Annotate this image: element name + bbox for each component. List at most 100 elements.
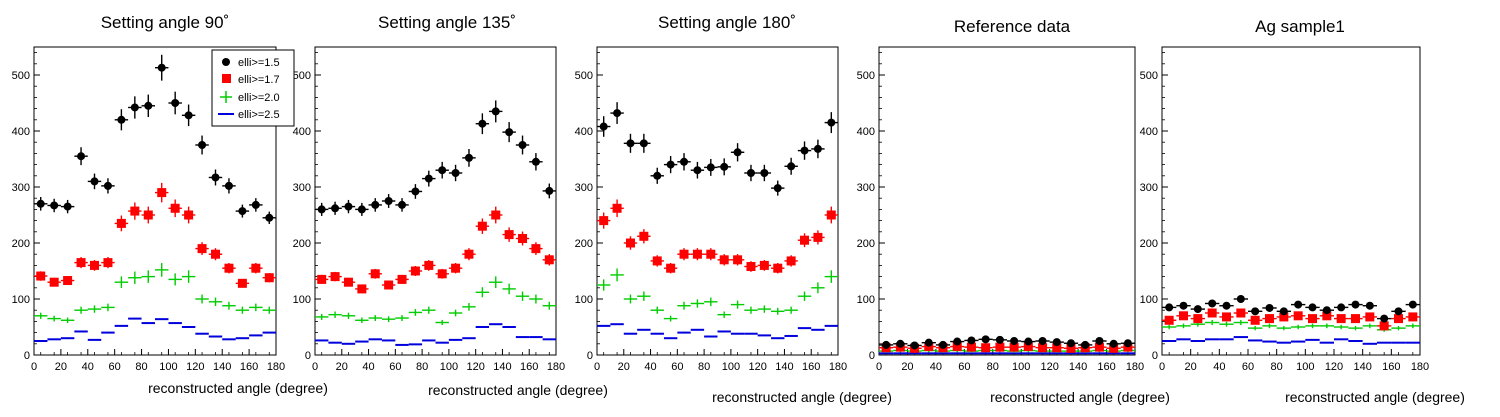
data-point: [1262, 303, 1277, 312]
marker-square: [666, 263, 676, 273]
data-point: [381, 280, 396, 290]
data-point: [1176, 301, 1191, 310]
data-point: [34, 271, 48, 281]
data-point: [610, 102, 624, 124]
data-point: [395, 198, 409, 212]
marker-circle: [371, 200, 380, 209]
x-tick-label: 120: [1325, 361, 1343, 373]
plot-frame: [33, 46, 277, 356]
x-tick-label: 0: [876, 361, 882, 373]
x-tick-label: 160: [802, 361, 820, 373]
data-point: [623, 294, 638, 304]
x-axis-label: reconstructed angle (degree): [428, 382, 608, 398]
data-point: [34, 196, 48, 211]
y-tick-label: 200: [575, 238, 593, 250]
data-point: [448, 262, 463, 274]
data-point: [650, 255, 664, 267]
data-point: [811, 282, 825, 294]
marker-circle: [1265, 303, 1274, 312]
marker-square: [317, 274, 327, 284]
marker-circle: [1038, 337, 1047, 345]
data-point: [368, 198, 382, 212]
data-point: [1391, 325, 1406, 331]
marker-square: [477, 221, 487, 231]
x-tick-label: 100: [722, 361, 740, 373]
marker-square: [1250, 315, 1260, 325]
series-elli-1-5: [597, 102, 838, 196]
marker-square: [531, 244, 541, 254]
data-point: [704, 248, 718, 261]
x-tick-label: 40: [644, 361, 656, 373]
data-point: [181, 206, 196, 224]
data-point: [824, 112, 838, 134]
data-point: [1248, 315, 1263, 325]
data-point: [637, 229, 651, 244]
data-point: [74, 257, 88, 269]
data-point: [168, 91, 182, 115]
data-point: [355, 284, 369, 294]
panel-reference-data: Reference data reconstructed angle (degr…: [857, 17, 1170, 405]
marker-circle: [357, 205, 366, 214]
data-point: [757, 164, 772, 182]
marker-square: [343, 277, 353, 287]
x-tick-label: 80: [698, 361, 710, 373]
data-point: [1233, 295, 1248, 303]
marker-circle: [518, 141, 527, 149]
data-point: [87, 260, 102, 271]
legend-marker-circle: [222, 58, 230, 66]
data-point: [168, 199, 182, 218]
data-point: [650, 306, 664, 314]
marker-square: [63, 276, 73, 286]
data-point: [181, 270, 196, 283]
data-point: [811, 230, 825, 245]
data-point: [435, 268, 449, 279]
marker-circle: [77, 152, 86, 161]
data-point: [1092, 337, 1107, 345]
chart-title: Reference data: [954, 17, 1071, 36]
data-point: [677, 153, 691, 171]
marker-square: [652, 256, 662, 266]
data-point: [1291, 311, 1306, 321]
data-point: [717, 254, 731, 266]
x-tick-label: 120: [1040, 361, 1058, 373]
marker-circle: [787, 162, 796, 171]
y-tick-label: 300: [293, 182, 311, 194]
data-point: [1219, 312, 1234, 322]
marker-square: [170, 203, 180, 213]
x-axis-label: reconstructed angle (degree): [990, 389, 1170, 405]
data-point: [879, 340, 894, 349]
series-elli-1-7: [315, 206, 556, 294]
marker-square: [1394, 314, 1403, 324]
data-point: [141, 270, 155, 283]
marker-square: [952, 342, 962, 352]
marker-circle: [1024, 337, 1033, 346]
x-tick-label: 120: [186, 361, 204, 373]
marker-circle: [331, 204, 340, 213]
chart-title: Ag sample1: [1255, 17, 1345, 36]
data-point: [489, 276, 503, 289]
marker-square: [599, 216, 609, 226]
data-point: [529, 294, 543, 304]
marker-square: [813, 232, 823, 242]
data-point: [663, 156, 678, 174]
y-tick-label: 400: [575, 126, 593, 138]
y-tick-label: 200: [857, 238, 875, 250]
data-point: [208, 248, 223, 261]
marker-square: [1109, 343, 1119, 353]
data-point: [328, 311, 342, 318]
data-point: [128, 202, 142, 220]
marker-circle: [171, 99, 180, 107]
marker-circle: [90, 177, 99, 186]
marker-circle: [1109, 339, 1118, 348]
marker-square: [184, 210, 194, 220]
marker-circle: [924, 338, 933, 347]
data-point: [964, 342, 979, 352]
marker-circle: [117, 115, 126, 124]
marker-square: [1052, 343, 1062, 353]
marker-circle: [1322, 306, 1331, 315]
marker-circle: [827, 118, 836, 127]
data-point: [964, 336, 979, 345]
data-point: [408, 265, 423, 277]
x-tick-label: 20: [55, 361, 67, 373]
x-tick-label: 180: [267, 361, 285, 373]
